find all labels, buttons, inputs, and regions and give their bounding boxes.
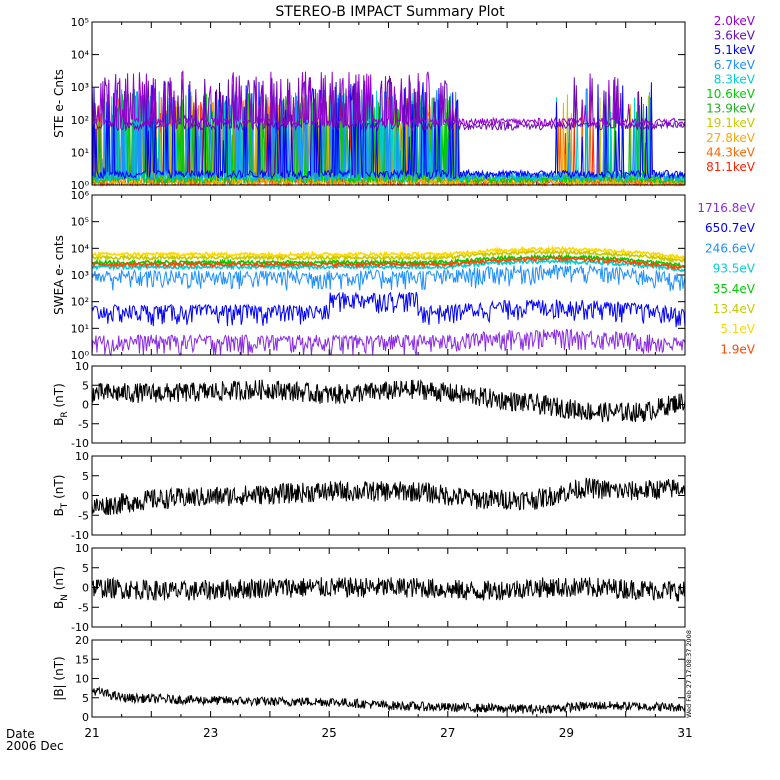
panel-0: 10⁰ 10¹ 10² 10³ 10⁴ 10⁵ STE e- Cnts 2.0keV3.6ke… [52,14,756,192]
legend-entry: 5.1keV [714,43,756,57]
y-tick-label: 5 [82,379,89,392]
panel-2: -10 -5 0 5 10 BR (nT) [52,360,686,450]
data-line [92,255,686,271]
x-tick-label: 23 [203,726,218,740]
legend-entry: 650.7eV [705,221,756,235]
y-tick-label: 10³ [71,269,89,282]
legend-entry: 13.9keV [706,102,756,116]
data-line [91,245,686,261]
y-axis-label: |B| (nT) [52,656,66,700]
y-tick-label: 20 [75,634,89,647]
legend-entry: 93.5eV [713,262,756,276]
y-tick-label: 10⁶ [71,189,90,202]
y-tick-label: 10⁴ [71,242,90,255]
y-tick-label: 5 [82,562,89,575]
panel-frame [91,547,686,628]
y-tick-label: 10 [75,450,89,463]
y-tick-label: -10 [71,621,89,634]
data-line [91,248,686,264]
y-axis-label: BR (nT) [52,383,70,426]
panel-4: -10 -5 0 5 10 BN (nT) [52,542,686,634]
data-line [91,291,686,328]
y-tick-label: 10¹ [71,322,89,335]
panel-3: -10 -5 0 5 10 BT (nT) [52,450,686,542]
legend-entry: 8.3keV [714,72,756,86]
y-tick-label: 0 [82,399,89,412]
y-tick-label: 10⁰ [71,349,90,362]
legend-entry: 2.0keV [714,14,756,28]
data-line [91,70,686,128]
data-line [91,76,686,132]
panel-frame [91,365,686,444]
x-tick-label: 29 [559,726,574,740]
legend-entry: 1716.8eV [697,201,755,215]
y-tick-label: -10 [71,529,89,542]
data-line [91,576,686,602]
x-tick-label: 25 [322,726,337,740]
x-tick-label: 21 [84,726,99,740]
data-line [91,328,686,357]
y-tick-label: -5 [78,601,89,614]
y-tick-label: 10⁰ [71,179,90,192]
legend-entry: 246.6eV [705,241,756,255]
date-label: Date [6,727,35,741]
y-tick-label: 10 [75,542,89,555]
data-line [91,378,686,423]
data-line [91,477,686,515]
legend-entry: 13.4eV [713,302,756,316]
date-value: 2006 Dec [6,739,64,753]
panel-frame [91,21,686,186]
panel-5: 0 5 10 15 20 |B| (nT) [52,634,686,724]
y-axis-label: STE e- Cnts [52,69,66,138]
y-tick-label: 10 [75,360,89,373]
legend-entry: 1.9eV [720,342,755,356]
panel-frame [91,639,686,718]
y-axis-label: SWEA e- cnts [52,235,66,315]
legend-entry: 10.6keV [706,87,756,101]
data-line [91,685,686,716]
y-tick-label: 10⁵ [71,16,89,29]
panel-1: 10⁰ 10¹ 10² 10³ 10⁴ 10⁵ 10⁶ SWEA e- cnts 1716.8e… [52,189,756,362]
y-tick-label: 5 [82,470,89,483]
legend-entry: 6.7keV [714,58,756,72]
data-line [91,81,686,180]
y-tick-label: 15 [75,653,89,666]
y-tick-label: 10¹ [71,146,89,159]
plot-title: STEREO-B IMPACT Summary Plot [275,4,505,20]
timestamp-label: Wed Feb 27 17:08:37 2008 [685,630,693,718]
legend-entry: 44.3keV [706,145,756,159]
x-tick-label: 31 [677,726,692,740]
y-tick-label: 10² [71,114,89,127]
y-tick-label: 10⁵ [71,216,89,229]
y-tick-label: 10³ [71,81,89,94]
y-tick-label: 10² [71,296,89,309]
y-axis-label: BN (nT) [52,566,70,609]
y-tick-label: 0 [82,490,89,503]
panels-group: 10⁰ 10¹ 10² 10³ 10⁴ 10⁵ STE e- Cnts 2.0keV3.6ke… [52,14,756,740]
y-tick-label: 5 [82,692,89,705]
panel-frame [91,194,686,356]
y-tick-label: 10⁴ [71,49,90,62]
y-tick-label: 10 [75,673,89,686]
data-line [91,263,686,292]
y-tick-label: 0 [82,582,89,595]
y-tick-label: -10 [71,437,89,450]
legend-entry: 19.1keV [706,116,756,130]
legend-entry: 27.8keV [706,131,756,145]
legend-entry: 5.1eV [720,322,755,336]
y-tick-label: 0 [82,711,89,724]
x-tick-label: 27 [440,726,455,740]
panel-frame [91,455,686,536]
legend-entry: 3.6keV [714,29,756,43]
y-axis-label: BT (nT) [52,475,70,517]
y-tick-label: -5 [78,509,89,522]
legend-entry: 81.1keV [706,160,756,174]
y-tick-label: -5 [78,418,89,431]
legend-entry: 35.4eV [713,282,756,296]
